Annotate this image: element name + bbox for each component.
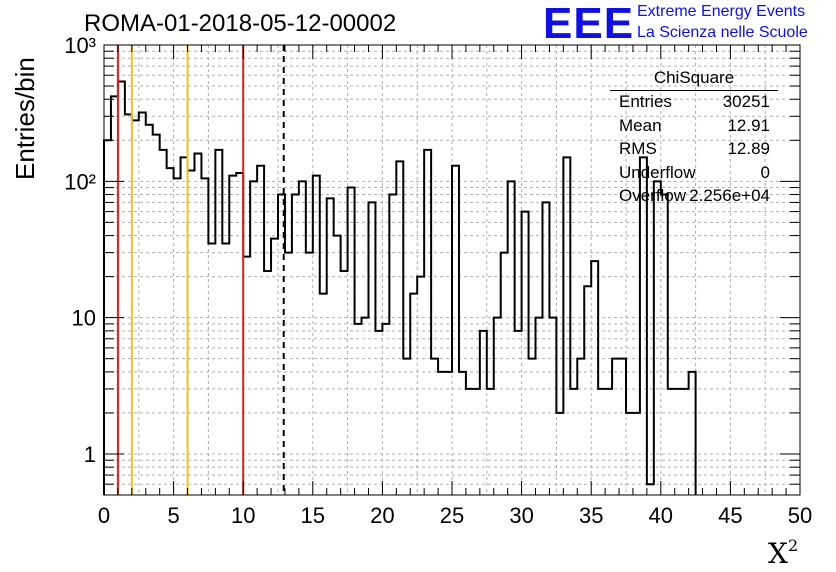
stats-row-underflow: Underflow 0 <box>610 163 778 187</box>
stats-header-label: ChiSquare <box>653 68 735 87</box>
x-tick-label: 40 <box>649 503 673 528</box>
x-tick-label: 25 <box>440 503 464 528</box>
stats-row-overflow: Overflow 2.256e+04 <box>610 186 778 210</box>
stats-row-mean: Mean 12.91 <box>610 116 778 140</box>
x-tick-label: 50 <box>788 503 812 528</box>
x-tick-label: 20 <box>370 503 394 528</box>
stats-value: 2.256e+04 <box>689 186 770 205</box>
y-axis-label: Entries/bin <box>10 57 40 180</box>
stats-key: RMS <box>619 139 657 158</box>
x-tick-label: 30 <box>509 503 533 528</box>
y-tick-label: 1 <box>84 442 96 467</box>
stats-value: 30251 <box>722 92 770 111</box>
y-tick-label: 10 <box>72 306 96 331</box>
x-axis-label-exponent: 2 <box>787 536 799 555</box>
logo-line-2: La Scienza nelle Scuole <box>637 24 808 41</box>
x-tick-label: 5 <box>167 503 179 528</box>
eee-logo-mark: EEE <box>543 0 634 44</box>
stats-header-rule <box>610 90 778 91</box>
stats-row-entries: Entries 30251 <box>610 92 778 116</box>
x-tick-label: 15 <box>301 503 325 528</box>
stats-key: Mean <box>619 115 662 135</box>
y-tick-label: 10² <box>64 169 96 194</box>
y-tick-label: 10³ <box>64 33 96 58</box>
x-tick-label: 10 <box>231 503 255 528</box>
eee-logo: EEE <box>543 0 634 44</box>
x-tick-label: 0 <box>98 503 110 528</box>
stats-header: ChiSquare <box>610 68 778 92</box>
stats-key: Underflow <box>619 162 696 182</box>
x-axis-label: X2 <box>768 536 798 570</box>
logo-line-1: Extreme Energy Events <box>637 3 806 20</box>
stats-value: 0 <box>760 162 770 182</box>
x-tick-label: 45 <box>718 503 742 528</box>
stats-key: Entries <box>619 92 672 111</box>
chart-title: ROMA-01-2018-05-12-00002 <box>84 10 397 37</box>
histogram-series <box>103 80 697 495</box>
x-axis-label-base: X <box>768 537 788 570</box>
x-tick-label: 35 <box>579 503 603 528</box>
stats-box: ChiSquare Entries 30251 Mean 12.91 RMS 1… <box>610 68 778 210</box>
stats-value: 12.91 <box>727 115 770 135</box>
stats-key: Overflow <box>619 186 687 205</box>
stats-row-rms: RMS 12.89 <box>610 139 778 163</box>
stats-value: 12.89 <box>727 139 770 158</box>
